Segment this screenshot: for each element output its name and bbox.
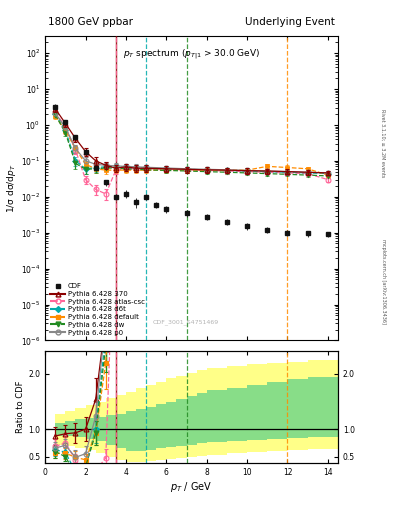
Bar [86,418,95,439]
Bar [126,412,136,451]
X-axis label: $p_T$ / GeV: $p_T$ / GeV [171,480,213,494]
Bar [65,421,75,436]
Text: 1800 GeV ppbar: 1800 GeV ppbar [48,17,133,27]
Bar [106,415,116,444]
Legend: CDF, Pythia 6.428 370, Pythia 6.428 atlas-csc, Pythia 6.428 d6t, Pythia 6.428 de: CDF, Pythia 6.428 370, Pythia 6.428 atla… [49,282,147,337]
Bar [136,409,146,451]
Bar [176,399,187,445]
Bar [227,388,247,441]
Text: $p_T$ spectrum ($p_{T|1}$ > 30.0 GeV): $p_T$ spectrum ($p_{T|1}$ > 30.0 GeV) [123,48,260,62]
Bar [196,370,207,456]
Bar [308,377,338,437]
Bar [55,414,65,444]
Bar [187,396,196,444]
Y-axis label: 1/σ dσ/d$p_T$: 1/σ dσ/d$p_T$ [5,163,18,213]
Bar [207,369,227,455]
Text: Rivet 3.1.10; ≥ 3.2M events: Rivet 3.1.10; ≥ 3.2M events [381,109,386,178]
Bar [227,366,247,454]
Bar [288,379,308,438]
Bar [146,385,156,461]
Bar [207,391,227,442]
Bar [95,417,106,441]
Bar [136,388,146,462]
Text: mcplots.cern.ch [arXiv:1306.3436]: mcplots.cern.ch [arXiv:1306.3436] [381,239,386,324]
Bar [65,412,75,445]
Bar [156,404,166,449]
Bar [166,401,176,447]
Bar [247,364,267,452]
Bar [55,422,65,436]
Bar [146,407,156,450]
Text: Underlying Event: Underlying Event [245,17,335,27]
Bar [247,385,267,440]
Bar [308,360,338,449]
Bar [75,408,86,448]
Bar [95,401,106,454]
Bar [106,398,116,457]
Bar [196,393,207,443]
Bar [86,405,95,450]
Bar [267,382,288,439]
Bar [116,395,126,460]
Bar [126,392,136,462]
Y-axis label: Ratio to CDF: Ratio to CDF [17,381,26,433]
Bar [187,373,196,457]
Bar [176,376,187,458]
Bar [156,381,166,460]
Bar [75,419,86,437]
Bar [267,363,288,451]
Text: CDF_3001_S4751469: CDF_3001_S4751469 [152,319,219,325]
Bar [288,362,308,450]
Bar [116,414,126,449]
Bar [166,378,176,459]
